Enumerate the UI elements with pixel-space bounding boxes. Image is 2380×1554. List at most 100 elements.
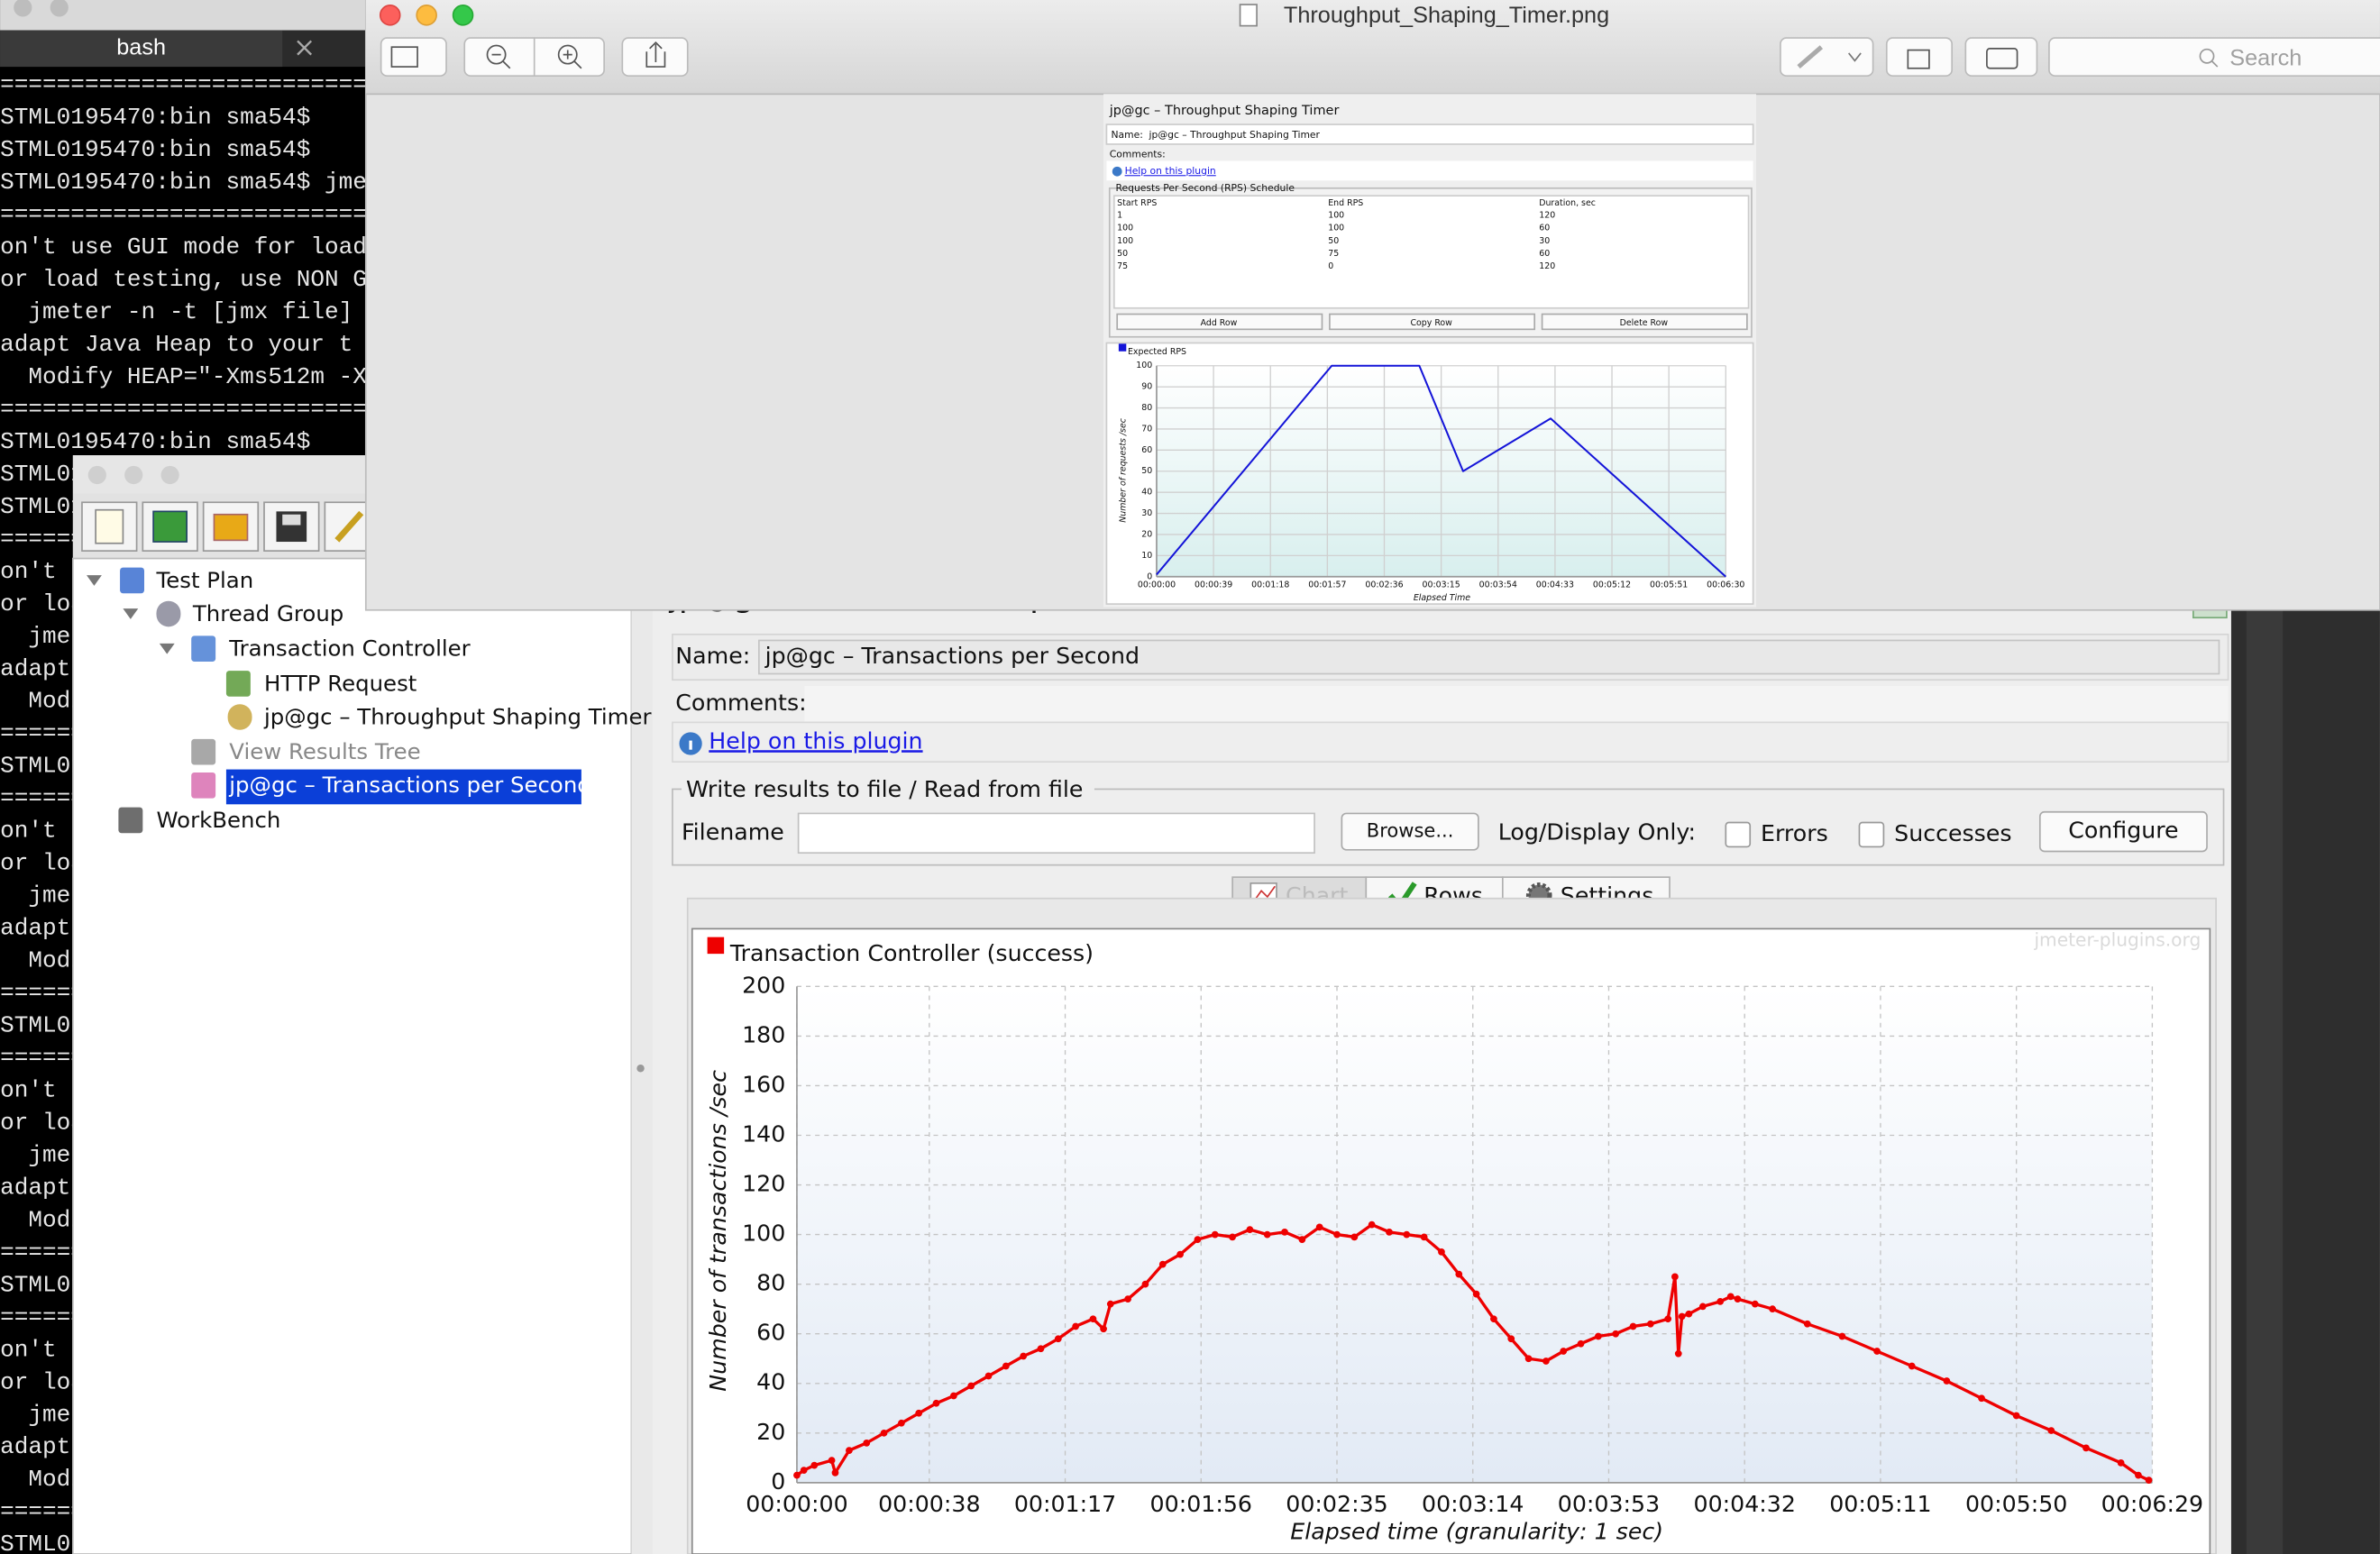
x-axis-label: Elapsed time (granularity: 1 sec): [1290, 1518, 1663, 1544]
expand-arrow[interactable]: [87, 575, 102, 586]
terminal-line: adapt: [0, 1433, 70, 1460]
data-point: [1629, 1322, 1637, 1330]
zoom-button[interactable]: [452, 5, 474, 26]
terminal-line: or loa: [0, 850, 85, 877]
tab-close[interactable]: [297, 40, 313, 56]
y-tick-label: 100: [1136, 361, 1152, 370]
window-button[interactable]: [160, 465, 179, 485]
icon-save-label: [282, 514, 301, 526]
tree-item[interactable]: Transaction Controller: [228, 635, 471, 662]
x-tick-label: 00:03:15: [1423, 580, 1460, 590]
table-cell: 50: [1117, 249, 1128, 259]
table-cell: 120: [1539, 211, 1555, 221]
x-tick-label: 00:05:50: [1965, 1491, 2067, 1517]
close-button[interactable]: [379, 5, 401, 26]
terminal-line: or loa: [0, 590, 85, 617]
y-tick-label: 70: [1141, 424, 1152, 434]
table-cell: 100: [1328, 211, 1344, 221]
comments-field[interactable]: [804, 685, 2229, 723]
y-tick-label: 50: [1141, 466, 1152, 476]
y-tick-label: 90: [1141, 382, 1152, 392]
data-point: [1472, 1290, 1480, 1298]
chart-tab-icon-line: [1253, 885, 1276, 902]
tree-item[interactable]: Thread Group: [192, 600, 343, 626]
tree-item[interactable]: HTTP Request: [264, 670, 416, 696]
data-point: [1490, 1315, 1497, 1323]
markup-button[interactable]: [1780, 37, 1874, 78]
tree-item[interactable]: jp@gc – Transactions per Second: [228, 772, 591, 798]
terminal-output: ========================== STML0195470:bi…: [0, 71, 367, 1554]
errors-checkbox[interactable]: [1725, 821, 1752, 848]
table-cell: 75: [1328, 249, 1339, 259]
data-point: [1124, 1295, 1131, 1303]
tab[interactable]: [0, 30, 283, 68]
terminal-line: STML01: [0, 1271, 85, 1298]
help-link[interactable]: Help on this plugin: [709, 727, 922, 754]
share-icon: [645, 41, 666, 68]
data-point: [1577, 1339, 1585, 1348]
window-button[interactable]: [124, 465, 143, 485]
jmeter-window: Test Plan Thread Group Transaction Control…: [72, 455, 2380, 1554]
tree-item[interactable]: jp@gc – Throughput Shaping Timer: [263, 703, 652, 729]
data-point: [1037, 1345, 1045, 1353]
tree-item[interactable]: Test Plan: [155, 567, 253, 593]
data-point: [1595, 1332, 1602, 1340]
icon-edit: [334, 510, 364, 543]
successes-checkbox[interactable]: [1858, 821, 1885, 848]
filename-input[interactable]: [797, 812, 1315, 855]
toolbox-icon: [1986, 48, 2018, 69]
terminal-line: STML0195470:bin sma54$: [0, 428, 310, 455]
image-name-label: Name:: [1111, 129, 1142, 141]
tree: Test Plan Thread Group Transaction Control…: [87, 567, 652, 834]
image-table: [1112, 195, 1750, 309]
data-point: [1455, 1270, 1463, 1278]
table-button-label: Copy Row: [1410, 318, 1452, 328]
table-button[interactable]: [1541, 313, 1748, 331]
x-tick-label: 00:03:53: [1558, 1491, 1660, 1517]
x-tick-label: 00:00:38: [878, 1491, 980, 1517]
tree-item[interactable]: View Results Tree: [229, 738, 420, 764]
terminal-line: ======: [0, 1239, 85, 1266]
name-field[interactable]: [758, 639, 2220, 675]
rotate-button[interactable]: [1885, 37, 1954, 78]
expand-arrow[interactable]: [159, 643, 175, 654]
zoom-out-icon: [491, 53, 511, 69]
terminal-line: STML01: [0, 1012, 85, 1039]
tree-icon: [191, 635, 216, 663]
y-tick-label: 80: [756, 1270, 785, 1296]
table-header: Start RPS: [1117, 198, 1157, 208]
filename-label: Filename: [682, 818, 784, 845]
x-tick-label: 00:04:33: [1536, 580, 1574, 590]
sidebar-button[interactable]: [380, 37, 447, 78]
configure-button[interactable]: [2038, 810, 2208, 853]
terminal-line: jmet: [0, 623, 85, 650]
expand-arrow[interactable]: [123, 608, 139, 619]
tree-item[interactable]: WorkBench: [156, 807, 280, 833]
terminal-line: on't u: [0, 1077, 85, 1104]
data-point: [1194, 1236, 1202, 1243]
terminal-line: or loa: [0, 1368, 85, 1395]
search-field[interactable]: [2048, 37, 2380, 78]
toolbox-button[interactable]: [1964, 37, 2038, 78]
table-cell: 1: [1117, 211, 1122, 221]
minimize-button[interactable]: [416, 5, 437, 26]
icon: [390, 46, 418, 68]
data-point: [1089, 1315, 1097, 1323]
terminal-line: ======: [0, 785, 85, 812]
terminal-line: on't u: [0, 818, 85, 845]
window-button[interactable]: [87, 465, 106, 485]
table-button[interactable]: [1329, 313, 1536, 331]
tree-icon: [225, 671, 251, 697]
browse-button[interactable]: [1341, 812, 1479, 851]
terminal-line: ==========================: [0, 201, 367, 228]
preview-toolbar-buttons: Search: [380, 37, 2380, 78]
data-point: [967, 1382, 975, 1390]
y-tick-label: 10: [1141, 551, 1152, 561]
table-button[interactable]: [1116, 313, 1323, 331]
window-button: [50, 0, 69, 17]
data-point: [1211, 1230, 1219, 1239]
data-point: [1002, 1362, 1010, 1370]
x-tick-label: 00:00:39: [1195, 580, 1232, 590]
data-point: [1246, 1226, 1254, 1233]
icon-open: [213, 513, 249, 542]
